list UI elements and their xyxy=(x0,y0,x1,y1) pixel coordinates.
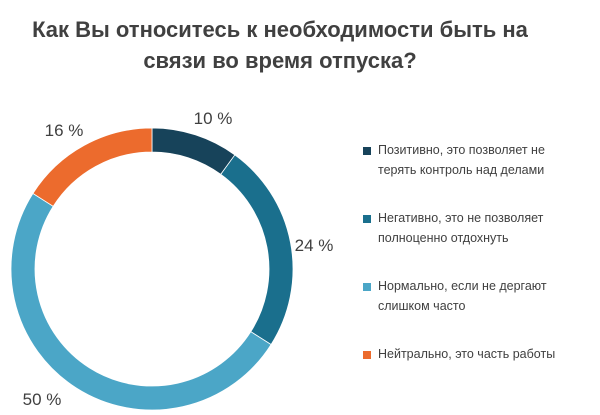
donut-slice-positive xyxy=(151,127,236,175)
legend-label-negative-line-1: Негативно, это не позволяет xyxy=(378,211,544,225)
donut-slice-normal xyxy=(10,192,272,411)
legend-label-negative-line-2: полноценно отдохнуть xyxy=(378,231,509,245)
legend-label-neutral: Нейтрально, это часть работы xyxy=(378,344,595,364)
slice-label-negative: 24 % xyxy=(295,236,334,255)
donut-chart: 10 % 24 % 50 % 16 % xyxy=(10,109,334,411)
slice-labels: 10 % 24 % 50 % 16 % xyxy=(23,109,334,409)
donut-slices xyxy=(10,127,294,411)
slice-label-normal: 50 % xyxy=(23,390,62,409)
legend-label-negative: Негативно, это не позволяет полноценно о… xyxy=(378,208,595,248)
legend-label-neutral-line-1: Нейтрально, это часть работы xyxy=(378,347,556,361)
slice-label-positive: 10 % xyxy=(194,109,233,128)
chart-title-line-1: Как Вы относитесь к необходимости быть н… xyxy=(32,17,528,42)
chart-title-line-2: связи во время отпуска? xyxy=(143,48,417,73)
legend-label-normal-line-1: Нормально, если не дергают xyxy=(378,279,547,293)
legend-swatch-negative xyxy=(363,215,371,223)
legend-swatch-neutral xyxy=(363,351,371,359)
legend-swatch-normal xyxy=(363,283,371,291)
legend-label-normal-line-2: слишком часто xyxy=(378,299,466,313)
legend-swatch-positive xyxy=(363,147,371,155)
donut-slice-neutral xyxy=(32,127,153,207)
donut-slice-negative xyxy=(220,154,294,346)
legend-label-positive-line-1: Позитивно, это позволяет не xyxy=(378,143,545,157)
legend-label-positive: Позитивно, это позволяет не терять контр… xyxy=(378,140,595,180)
legend-label-normal: Нормально, если не дергают слишком часто xyxy=(378,276,595,316)
legend-label-positive-line-2: терять контроль над делами xyxy=(378,163,545,177)
chart-title: Как Вы относитесь к необходимости быть н… xyxy=(0,14,560,76)
slice-label-neutral: 16 % xyxy=(45,121,84,140)
